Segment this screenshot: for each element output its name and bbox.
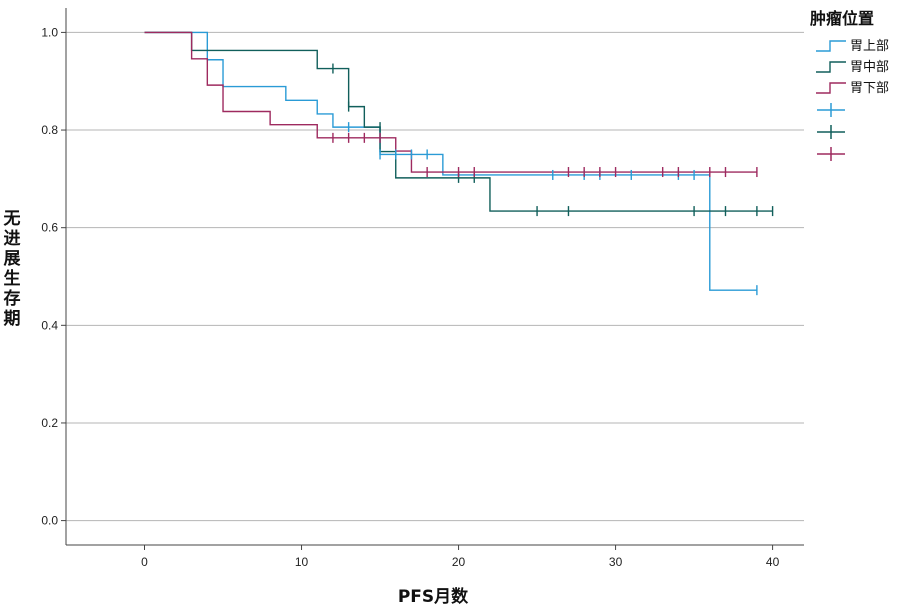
axes [65,8,804,546]
legend-title: 肿瘤位置 [810,9,874,28]
survival-curve-3 [144,31,757,173]
x-tick-label: 10 [295,555,309,569]
legend-line-swatch [816,61,846,73]
y-tick-label: 0.0 [41,514,58,528]
survival-curve-2 [144,31,773,212]
y-tick-labels: 0.0 0.2 0.4 0.6 0.8 1.0 [41,25,66,528]
legend-line-swatch [816,40,846,52]
legend-line-swatch [816,82,846,94]
x-tick-label: 30 [609,555,623,569]
y-tick-label: 1.0 [41,25,58,39]
x-axis-title: PFS月数 [398,586,469,607]
legend-label: 胃下部 [850,81,889,96]
grid-lines [66,31,804,522]
y-axis-title: 无进展生存期 [3,209,21,329]
x-tick-labels: 0 10 20 30 40 [141,545,780,569]
x-tick-label: 40 [766,555,780,569]
x-tick-label: 0 [141,555,148,569]
censor-marks [332,63,774,296]
legend-label: 胃上部 [850,39,889,54]
survival-curve-1 [144,31,757,291]
y-tick-label: 0.8 [41,123,58,137]
y-tick-label: 0.2 [41,416,58,430]
survival-curves [144,31,773,291]
x-tick-label: 20 [452,555,466,569]
legend-label: 胃中部 [850,60,889,75]
y-tick-label: 0.4 [41,318,58,332]
y-tick-label: 0.6 [41,221,58,235]
